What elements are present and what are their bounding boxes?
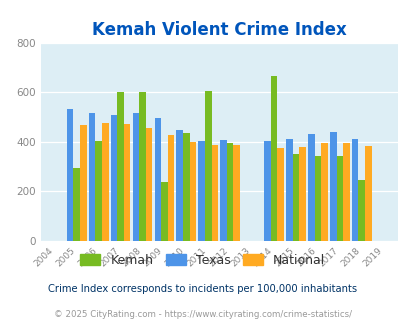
Bar xyxy=(167,135,174,241)
Bar xyxy=(145,127,152,241)
Bar xyxy=(307,134,314,241)
Bar xyxy=(73,168,80,241)
Bar xyxy=(336,155,342,241)
Bar xyxy=(205,91,211,241)
Bar xyxy=(270,76,277,241)
Legend: Kemah, Texas, National: Kemah, Texas, National xyxy=(75,249,330,272)
Bar xyxy=(264,141,270,241)
Bar xyxy=(176,129,183,241)
Bar xyxy=(161,182,167,241)
Bar xyxy=(183,133,189,241)
Bar xyxy=(364,146,371,241)
Bar xyxy=(292,154,298,241)
Bar xyxy=(80,125,86,241)
Bar xyxy=(132,114,139,241)
Bar xyxy=(351,139,358,241)
Bar xyxy=(286,139,292,241)
Bar xyxy=(329,132,336,241)
Bar xyxy=(89,113,95,241)
Bar xyxy=(102,123,108,241)
Bar xyxy=(117,92,124,241)
Bar xyxy=(298,147,305,241)
Bar xyxy=(358,180,364,241)
Text: © 2025 CityRating.com - https://www.cityrating.com/crime-statistics/: © 2025 CityRating.com - https://www.city… xyxy=(54,311,351,319)
Bar xyxy=(342,143,349,241)
Bar xyxy=(67,109,73,241)
Bar xyxy=(189,142,196,241)
Bar xyxy=(211,145,217,241)
Bar xyxy=(320,143,327,241)
Bar xyxy=(198,141,205,241)
Bar xyxy=(154,118,161,241)
Title: Kemah Violent Crime Index: Kemah Violent Crime Index xyxy=(92,20,346,39)
Bar xyxy=(277,148,283,241)
Text: Crime Index corresponds to incidents per 100,000 inhabitants: Crime Index corresponds to incidents per… xyxy=(48,284,357,294)
Bar xyxy=(233,145,239,241)
Bar xyxy=(95,141,102,241)
Bar xyxy=(220,140,226,241)
Bar xyxy=(314,156,320,241)
Bar xyxy=(226,143,233,241)
Bar xyxy=(111,115,117,241)
Bar xyxy=(124,124,130,241)
Bar xyxy=(139,92,145,241)
